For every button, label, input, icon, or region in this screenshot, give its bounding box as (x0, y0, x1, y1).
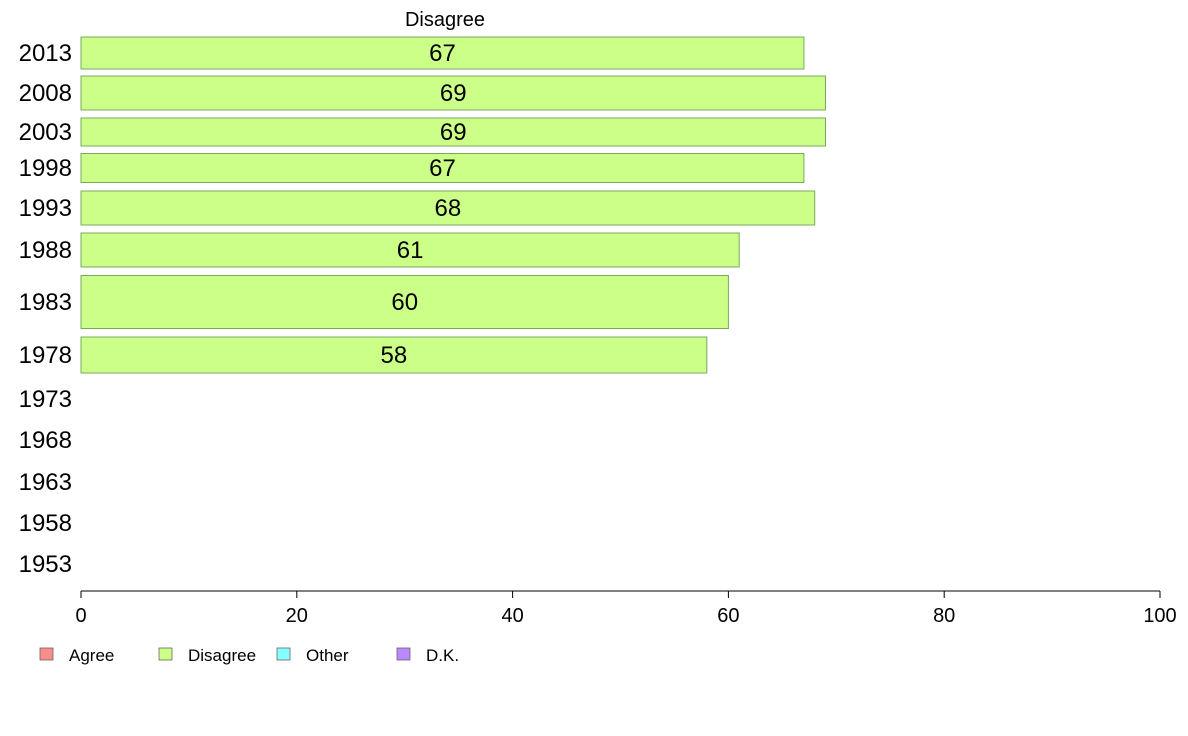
legend-label: Disagree (188, 646, 256, 665)
legend-label: Agree (69, 646, 114, 665)
legend-swatch (276, 647, 291, 661)
y-tick-label: 1998 (19, 155, 72, 182)
y-tick-label: 2013 (19, 40, 72, 67)
y-tick-label: 1953 (19, 551, 72, 578)
legend-swatch (39, 647, 54, 661)
bar (80, 75, 827, 111)
chart-title: Disagree (405, 9, 485, 31)
bars-group: 67 69 69 67 68 61 60 58 (80, 36, 827, 374)
data-label: 67 (429, 155, 456, 182)
y-tick-label: 1968 (19, 427, 72, 454)
data-label: 69 (440, 80, 467, 107)
bar (80, 275, 729, 329)
legend-item: Other (276, 646, 349, 665)
y-tick-label: 1963 (19, 469, 72, 496)
x-tick-label: 40 (501, 605, 523, 627)
legend-swatch (158, 647, 173, 661)
x-axis: 0 20 40 60 80 100 (75, 590, 1177, 627)
data-label: 58 (381, 342, 408, 369)
data-label: 67 (429, 40, 456, 67)
y-tick-label: 2008 (19, 80, 72, 107)
bar (80, 336, 708, 374)
x-tick-label: 0 (75, 605, 86, 627)
bar (80, 153, 805, 183)
y-tick-label: 1958 (19, 510, 72, 537)
y-tick-label: 1973 (19, 386, 72, 413)
y-axis-labels: 2013 2008 2003 1998 1993 1988 1983 1978 1973 1968… (19, 40, 72, 578)
legend-label: Other (306, 646, 349, 665)
y-tick-label: 1983 (19, 289, 72, 316)
bar (80, 232, 740, 268)
legend-item: D.K. (396, 646, 459, 665)
data-label: 68 (435, 195, 462, 222)
y-tick-label: 2003 (19, 119, 72, 146)
data-label: 61 (397, 237, 424, 264)
y-tick-label: 1993 (19, 195, 72, 222)
x-tick-label: 60 (717, 605, 739, 627)
y-tick-label: 1978 (19, 342, 72, 369)
bar (80, 190, 816, 226)
legend: Agree Disagree Other D.K. (39, 646, 459, 665)
x-tick-label: 20 (286, 605, 308, 627)
legend-item: Disagree (158, 646, 256, 665)
legend-swatch (396, 647, 411, 661)
legend-item: Agree (39, 646, 114, 665)
bar (80, 117, 827, 147)
legend-label: D.K. (426, 646, 459, 665)
y-tick-label: 1988 (19, 237, 72, 264)
x-tick-label: 80 (933, 605, 955, 627)
bar (80, 36, 805, 70)
x-tick-label: 100 (1143, 605, 1176, 627)
data-label: 60 (391, 289, 418, 316)
data-label: 69 (440, 119, 467, 146)
